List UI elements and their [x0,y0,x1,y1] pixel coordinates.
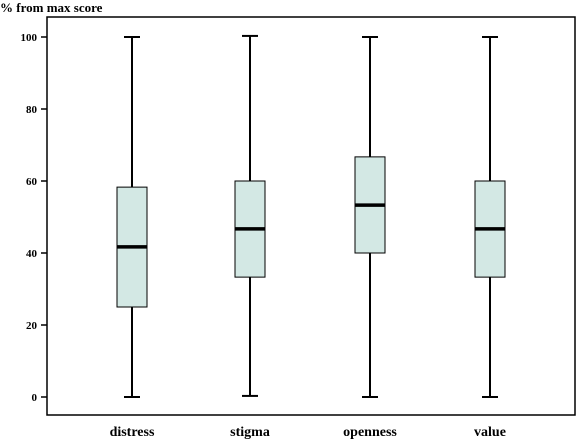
y-tick-label: 20 [26,320,38,332]
y-tick-label: 80 [26,104,38,116]
plot-frame [46,16,576,416]
y-tick-label: 100 [21,32,38,44]
box-openness [354,36,386,398]
boxes-group [116,34,506,398]
x-category-label: distress [110,425,155,440]
box-stigma [234,34,266,397]
y-axis-title: % from max score [0,0,103,15]
y-axis: 0 20 40 60 80 100 [21,32,47,404]
x-category-label: value [474,425,506,440]
x-axis: distress stigma openness value [110,425,506,440]
box-value [474,36,506,398]
y-tick-label: 60 [26,176,38,188]
box-distress [116,36,148,398]
y-tick-label: 0 [32,392,38,404]
y-tick-label: 40 [26,248,38,260]
x-category-label: stigma [230,425,270,440]
x-category-label: openness [343,425,397,440]
